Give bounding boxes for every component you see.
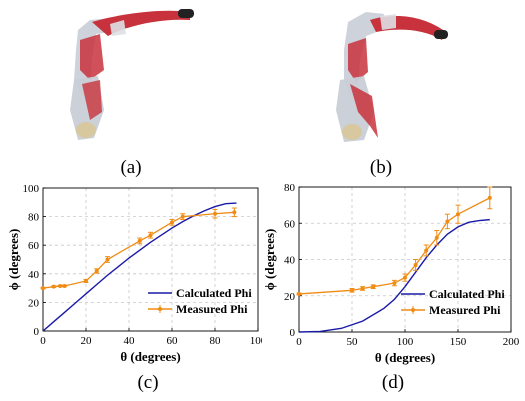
legend-entry: Measured Phi (176, 302, 248, 316)
robot-illustration-b (336, 12, 448, 142)
x-axis-label: θ (degrees) (120, 349, 180, 364)
data-point (213, 211, 217, 216)
panel-label-a: (a) (120, 157, 142, 178)
legend-entry: Calculated Phi (429, 287, 505, 301)
data-point (170, 220, 174, 225)
robot-illustration-a (70, 9, 194, 140)
x-tick-label: 0 (40, 335, 46, 347)
series-line-calculated (298, 218, 490, 333)
chart-d-svg: 0 50 100 150 200 0 20 40 60 80 θ (degrees) ϕ (degre… (262, 182, 520, 365)
panel-label-d: (d) (381, 372, 405, 393)
x-tick-label: 100 (250, 335, 262, 347)
data-point (456, 212, 460, 217)
x-tick-label: 40 (124, 335, 136, 347)
data-point (297, 291, 301, 296)
data-point (424, 248, 429, 253)
panel-label-b: (b) (369, 157, 393, 178)
data-point (137, 238, 142, 243)
series-line-measured (298, 197, 491, 295)
legend-marker (158, 307, 162, 311)
chart-d: 0 50 100 150 200 0 20 40 60 80 θ (degrees) ϕ (degre… (262, 180, 525, 370)
y-tick-label: 60 (28, 240, 40, 252)
chart-c-svg: 0 20 40 60 80 100 0 20 40 60 80 100 θ (degrees) ϕ (de… (6, 183, 267, 364)
data-point (94, 268, 99, 273)
y-tick-label: 60 (284, 218, 296, 230)
y-axis-label: ϕ (degrees) (262, 229, 277, 291)
data-point (58, 283, 63, 288)
x-tick-label: 150 (450, 336, 467, 348)
data-point (41, 286, 45, 291)
data-point (392, 281, 397, 286)
data-point (62, 283, 67, 288)
x-axis-label: θ (degrees) (375, 350, 435, 365)
y-tick-label: 0 (290, 327, 296, 339)
x-tick-label: 0 (296, 336, 302, 348)
y-tick-label: 40 (28, 269, 40, 281)
y-tick-label: 80 (28, 212, 40, 224)
data-point (180, 214, 185, 219)
data-point (51, 284, 56, 289)
data-point (403, 275, 407, 280)
y-tick-label: 20 (28, 297, 40, 309)
y-tick-label: 0 (34, 326, 40, 338)
x-tick-label: 200 (503, 336, 520, 348)
x-tick-label: 80 (210, 335, 222, 347)
data-point (84, 278, 88, 283)
x-tick-label: 60 (167, 335, 179, 347)
chart-c: 0 20 40 60 80 100 0 20 40 60 80 100 θ (degrees) ϕ (de… (0, 180, 267, 370)
data-point (360, 286, 365, 291)
robot-photo-a (70, 9, 194, 140)
x-tick-label: 20 (81, 335, 93, 347)
y-tick-label: 40 (284, 255, 296, 267)
data-point (445, 219, 450, 224)
data-point (105, 257, 110, 262)
plot-frame (42, 187, 259, 332)
data-point (148, 233, 153, 238)
legend-entry: Measured Phi (429, 303, 501, 317)
x-tick-label: 50 (347, 336, 359, 348)
y-axis-label: ϕ (degrees) (6, 229, 21, 291)
data-point (487, 195, 492, 200)
legend-marker (411, 308, 415, 312)
robot-photo-b (336, 12, 448, 142)
series-line-calculated (42, 202, 237, 332)
data-point (350, 288, 354, 293)
panel-label-c: (c) (137, 372, 159, 393)
legend-entry: Calculated Phi (176, 286, 252, 300)
data-point (413, 262, 418, 267)
data-point (232, 210, 237, 215)
y-tick-label: 20 (284, 291, 296, 303)
x-tick-label: 100 (397, 336, 414, 348)
y-tick-label: 100 (23, 183, 40, 195)
y-tick-label: 80 (284, 182, 296, 194)
data-point (434, 235, 439, 240)
data-point (371, 284, 376, 289)
